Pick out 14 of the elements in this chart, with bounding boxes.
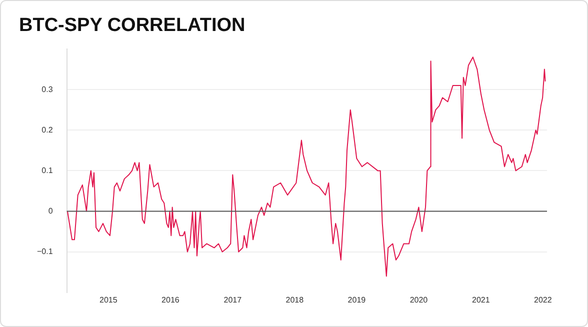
y-tick-label: 0.1: [42, 166, 54, 175]
y-tick-label: 0.2: [42, 125, 54, 134]
x-tick-label: 2018: [286, 295, 304, 304]
y-tick-label: 0.3: [42, 84, 54, 94]
x-tick-label: 2019: [348, 295, 366, 304]
x-tick-label: 2022: [534, 295, 552, 304]
y-tick-label: 0: [48, 206, 54, 216]
x-tick-label: 2016: [162, 295, 180, 304]
x-tick-label: 2021: [472, 295, 490, 304]
y-tick-label: −0.1: [36, 247, 54, 256]
x-tick-label: 2020: [410, 295, 428, 304]
x-tick-label: 2015: [100, 295, 118, 304]
x-tick-label: 2017: [224, 295, 242, 304]
chart-title: BTC-SPY CORRELATION: [19, 15, 246, 37]
